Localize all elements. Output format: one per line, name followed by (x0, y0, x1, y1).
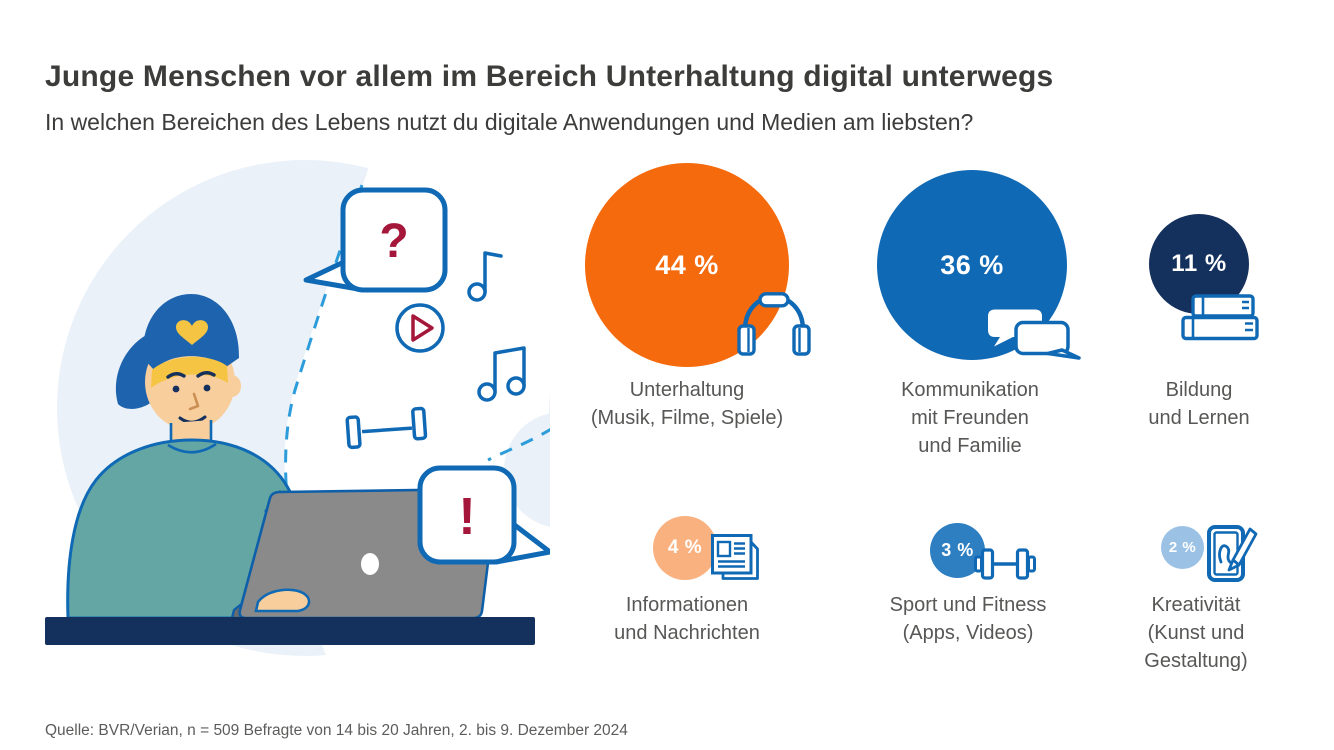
dashed-line-right (487, 428, 550, 462)
collar (167, 442, 217, 454)
dumbbell-doodle-icon (345, 406, 428, 450)
bubble-label-kommunikation: Kommunikation mit Freunden und Familie (901, 379, 1039, 457)
tablet-pen-icon (1207, 525, 1258, 582)
bubble-value: 4 % (667, 537, 703, 558)
question-speech-bubble: ? (303, 187, 448, 293)
exclamation-mark-glyph: ! (458, 488, 475, 546)
speech-bubbles-icon (988, 309, 1081, 360)
desk (45, 617, 535, 645)
source-note: Quelle: BVR/Verian, n = 509 Befragte von… (45, 721, 628, 739)
books-icon (1181, 294, 1259, 341)
eye-left (172, 385, 180, 393)
bubble-label-bildung: Bildung und Lernen (1148, 379, 1250, 429)
dumbbell-icon (974, 548, 1036, 580)
cap-heart (176, 320, 208, 345)
double-music-note-icon (477, 346, 526, 402)
eye-right (203, 384, 211, 392)
laptop-logo (361, 553, 379, 575)
bubble-value: 11 % (1171, 250, 1227, 277)
headphones-icon (737, 292, 811, 356)
page-subtitle: In welchen Bereichen des Lebens nutzt du… (45, 109, 974, 135)
bubble-label-informationen: Informationen und Nachrichten (614, 594, 760, 644)
bubble-value: 44 % (655, 249, 719, 280)
bubble-circle-informationen: 4 % (653, 516, 717, 580)
hair (151, 357, 228, 388)
nose (188, 392, 200, 411)
eyebrow-right (196, 371, 216, 378)
bubble-label-kreativitaet: Kreativität (Kunst und Gestaltung) (1144, 594, 1248, 672)
bubble-label-unterhaltung: Unterhaltung (Musik, Filme, Spiele) (590, 379, 784, 429)
bubble-value: 2 % (1168, 539, 1197, 556)
exclamation-speech-bubble: ! (417, 465, 550, 565)
bubble-circle-sport: 3 % (930, 523, 985, 578)
question-mark-glyph: ? (379, 215, 408, 268)
music-note-icon (467, 251, 503, 302)
page-title: Junge Menschen vor allem im Bereich Unte… (45, 60, 1054, 94)
eyebrow-left (166, 372, 186, 379)
newspaper-icon (711, 534, 759, 580)
play-button-icon (395, 303, 445, 353)
bubble-value: 36 % (940, 249, 1004, 280)
illustration-svg: ? (45, 140, 550, 660)
bubble-value: 3 % (941, 540, 974, 560)
bubble-label-sport: Sport und Fitness (Apps, Videos) (889, 594, 1047, 644)
hand (254, 588, 311, 613)
illustration-person-laptop: ? (30, 140, 550, 660)
bubble-circle-kreativitaet: 2 % (1161, 526, 1204, 569)
